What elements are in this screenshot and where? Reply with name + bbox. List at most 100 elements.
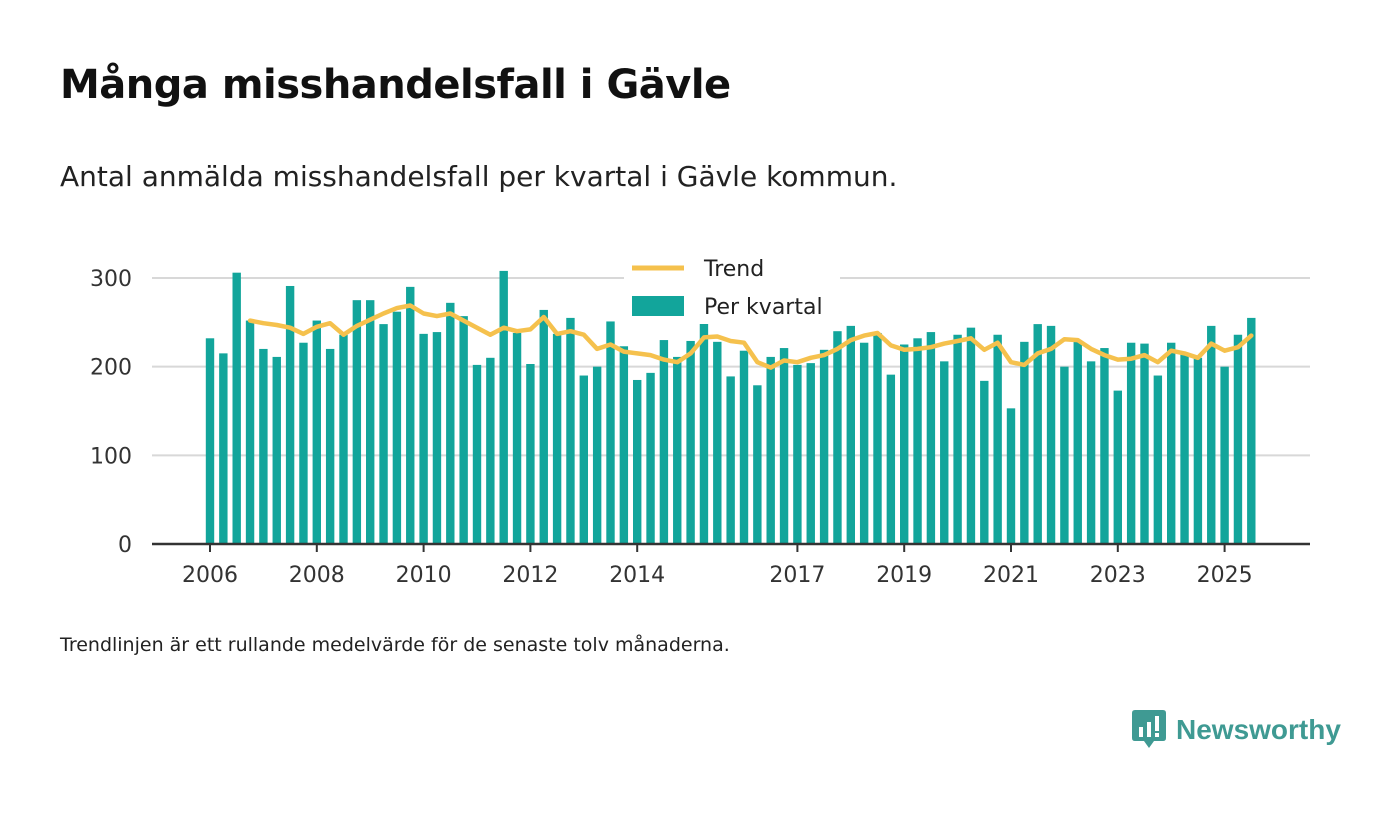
bar [432,332,442,544]
legend-bar-swatch [632,296,684,316]
bar [379,324,388,544]
bar [739,350,749,544]
bar [819,349,829,544]
bar [926,332,936,544]
x-tick-label: 2017 [769,563,825,588]
bar [886,374,896,544]
bar [646,372,655,544]
bar [1140,343,1149,544]
chart-title: Många misshandelsfall i Gävle [60,62,731,108]
bar [1126,342,1136,544]
footnote: Trendlinjen är ett rullande medelvärde f… [60,634,730,656]
bar-series [205,270,1256,544]
bar [873,332,882,544]
x-tick-label: 2012 [502,563,558,588]
bar [232,272,241,544]
legend-bar-label: Per kvartal [704,295,823,320]
bar [806,363,815,544]
bar [793,364,802,544]
bar [539,309,548,544]
brand-name: Newsworthy [1176,714,1341,745]
bar [633,379,642,544]
bar [713,341,722,544]
x-tick-label: 2019 [876,563,932,588]
bar [472,364,482,544]
bar [980,380,989,544]
y-tick-label: 100 [90,444,132,469]
bar [699,304,709,544]
x-tick-label: 2008 [289,563,345,588]
bar [1020,341,1029,544]
bar [953,334,962,544]
bar [579,375,588,544]
bar [1033,324,1042,544]
bar [512,332,522,544]
y-tick-label: 300 [90,267,132,292]
bar-chart: 0 100 200 300 2006 2008 2010 2012 2014 2017 2019 20… [90,252,1310,588]
bar [205,338,215,544]
axes: 0 100 200 300 2006 2008 2010 2012 2014 2017 2019 20… [90,267,1310,588]
bar [1247,317,1256,544]
trend-series [247,303,1254,370]
bar [966,327,976,544]
bar [1207,325,1216,544]
bar [1073,340,1082,544]
bar [392,311,402,544]
bar [1167,342,1176,544]
bar [499,270,508,544]
bar [1113,390,1122,544]
bar [659,340,669,544]
bar [1233,334,1243,544]
bar [592,366,602,544]
bar [552,333,562,544]
legend: Trend Per kvartal [624,252,840,324]
bar [406,286,415,544]
bar [526,364,535,544]
bar [753,385,762,544]
x-tick-label: 2006 [182,563,238,588]
bar [1193,357,1203,544]
bar [219,353,228,544]
bar [1086,361,1096,544]
bar [312,320,321,544]
bar [1153,375,1163,544]
bar [446,302,455,544]
chart-subtitle: Antal anmälda misshandelsfall per kvarta… [60,160,898,193]
bar [366,300,375,544]
bar [673,356,682,544]
bar [833,331,842,544]
bar [299,342,308,544]
bar [1100,348,1109,544]
brand-logo[interactable]: Newsworthy [1132,710,1341,750]
bar [1006,408,1016,544]
bar [566,317,575,544]
x-tick-label: 2025 [1197,563,1253,588]
bar [259,348,268,544]
bar [352,300,362,544]
bar [245,320,255,544]
trend-line [247,303,1254,370]
bar [1046,325,1056,544]
x-tick-label: 2010 [396,563,452,588]
bar [766,356,775,544]
bar [1220,366,1229,544]
bar [846,325,855,544]
x-tick-label: 2014 [609,563,665,588]
bar [325,348,335,544]
bar [913,338,922,544]
bar [459,316,468,544]
bar [940,361,949,544]
x-tick-label: 2023 [1090,563,1146,588]
bar [606,321,615,544]
bar [1180,354,1189,544]
bar [285,285,295,544]
legend-trend-label: Trend [703,257,764,282]
bar [726,376,735,544]
bar [900,344,909,544]
y-tick-label: 0 [118,533,132,558]
y-tick-label: 200 [90,356,132,381]
bar [339,334,348,544]
bar [419,333,428,544]
bar [859,342,869,544]
bar [779,348,789,544]
